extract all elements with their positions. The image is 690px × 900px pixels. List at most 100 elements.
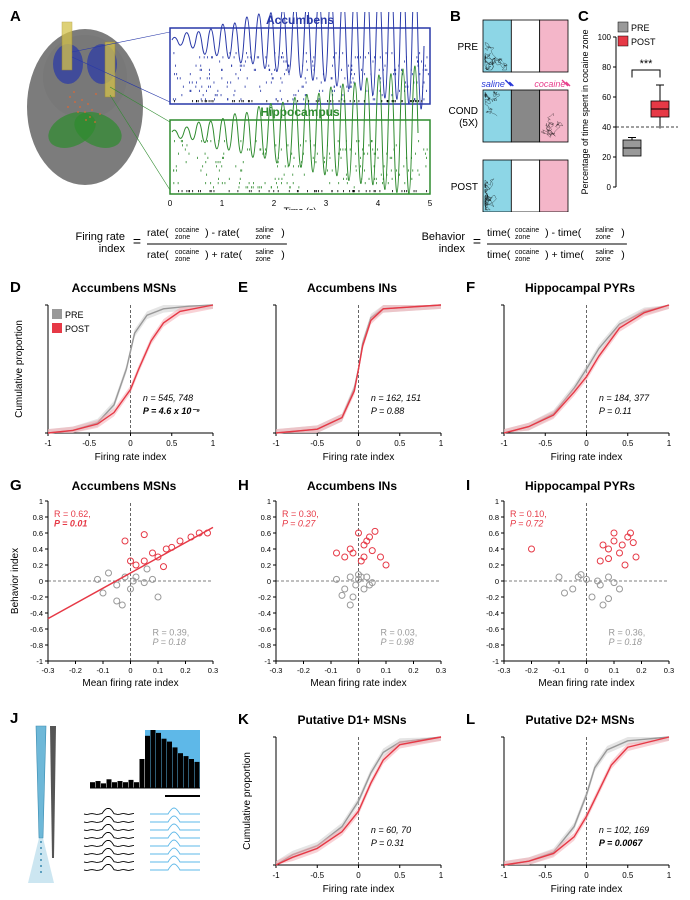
svg-text:0: 0	[356, 666, 360, 675]
panel-d-svg: DAccumbens MSNs-1-0.500.51Firing rate in…	[6, 278, 231, 463]
svg-text:3: 3	[324, 199, 329, 208]
svg-text:***: ***	[640, 58, 654, 70]
svg-text:zone: zone	[596, 234, 611, 241]
svg-text:cocaine: cocaine	[515, 249, 539, 256]
svg-text:-0.6: -0.6	[486, 625, 499, 634]
svg-text:n = 162, 151: n = 162, 151	[371, 393, 421, 403]
svg-text:0: 0	[128, 666, 132, 675]
svg-text:=: =	[473, 233, 481, 249]
svg-text:P = 0.88: P = 0.88	[371, 406, 404, 416]
svg-text:-0.2: -0.2	[297, 666, 310, 675]
svg-text:) - rate(: ) - rate(	[205, 227, 240, 239]
svg-text:0: 0	[584, 439, 589, 448]
svg-text:-0.4: -0.4	[486, 609, 499, 618]
svg-text:cocaine: cocaine	[515, 227, 539, 234]
svg-text:Accumbens MSNs: Accumbens MSNs	[72, 479, 177, 493]
svg-text:COND: COND	[449, 106, 478, 117]
svg-text:Cumulative proportion: Cumulative proportion	[14, 320, 25, 418]
svg-text:0: 0	[584, 871, 589, 880]
svg-text:0: 0	[495, 577, 499, 586]
svg-text:-0.1: -0.1	[97, 666, 110, 675]
svg-text:Accumbens INs: Accumbens INs	[307, 479, 397, 493]
svg-text:0.6: 0.6	[33, 529, 43, 538]
svg-text:R = 0.30,: R = 0.30,	[282, 509, 319, 519]
panel-j-svg	[12, 718, 222, 893]
svg-text:0.3: 0.3	[208, 666, 218, 675]
svg-text:P = 0.98: P = 0.98	[381, 637, 414, 647]
svg-text:-1: -1	[500, 871, 508, 880]
svg-text:P = 0.01: P = 0.01	[54, 519, 87, 529]
svg-text:-1: -1	[272, 439, 280, 448]
svg-text:Accumbens INs: Accumbens INs	[307, 281, 397, 295]
svg-text:0.5: 0.5	[622, 439, 634, 448]
svg-text:zone: zone	[256, 256, 271, 263]
svg-text:0.4: 0.4	[489, 545, 499, 554]
svg-text:Firing rate index: Firing rate index	[551, 452, 623, 463]
svg-text:): )	[281, 249, 285, 261]
svg-text:-0.4: -0.4	[258, 609, 271, 618]
svg-text:P = 0.18: P = 0.18	[609, 637, 642, 647]
svg-text:zone: zone	[515, 256, 530, 263]
svg-text:1: 1	[439, 439, 444, 448]
panel-a-svg: Accumbens Hippocampus 012345 Time (s)	[10, 12, 440, 210]
svg-text:index: index	[439, 243, 466, 255]
svg-text:n = 102, 169: n = 102, 169	[599, 825, 649, 835]
svg-text:n = 60, 70: n = 60, 70	[371, 825, 411, 835]
svg-text:0.8: 0.8	[261, 513, 271, 522]
svg-text:P = 0.72: P = 0.72	[510, 519, 543, 529]
svg-text:-0.5: -0.5	[538, 439, 552, 448]
svg-text:saline: saline	[256, 249, 274, 256]
svg-text:zone: zone	[175, 256, 190, 263]
svg-text:saline: saline	[256, 227, 274, 234]
svg-text:-0.8: -0.8	[258, 641, 271, 650]
svg-text:cocaine: cocaine	[534, 79, 565, 89]
svg-text:Putative D1+ MSNs: Putative D1+ MSNs	[297, 713, 406, 727]
svg-text:rate(: rate(	[147, 249, 169, 261]
svg-text:0.3: 0.3	[436, 666, 446, 675]
svg-text:(5X): (5X)	[459, 118, 478, 129]
svg-text:-1: -1	[272, 871, 280, 880]
svg-text:time(: time(	[487, 227, 511, 239]
svg-text:Hippocampal PYRs: Hippocampal PYRs	[525, 281, 635, 295]
svg-text:-0.5: -0.5	[310, 871, 324, 880]
svg-text:-0.5: -0.5	[310, 439, 324, 448]
svg-text:1: 1	[267, 497, 271, 506]
svg-text:L: L	[466, 711, 475, 728]
svg-text:0.5: 0.5	[394, 871, 406, 880]
svg-text:-1: -1	[492, 657, 499, 666]
svg-text:0.2: 0.2	[180, 666, 190, 675]
svg-text:0.4: 0.4	[33, 545, 43, 554]
svg-text:P = 0.18: P = 0.18	[153, 637, 186, 647]
svg-text:Behavior: Behavior	[422, 231, 466, 243]
svg-text:R = 0.03,: R = 0.03,	[381, 627, 418, 637]
svg-text:-1: -1	[36, 657, 43, 666]
svg-text:1: 1	[211, 439, 216, 448]
svg-text:-0.1: -0.1	[553, 666, 566, 675]
svg-text:POST: POST	[451, 182, 478, 193]
svg-text:time(: time(	[487, 249, 511, 261]
svg-text:Putative D2+ MSNs: Putative D2+ MSNs	[525, 713, 634, 727]
svg-text:): )	[281, 227, 285, 239]
svg-text:Firing rate index: Firing rate index	[95, 452, 167, 463]
svg-text:zone: zone	[515, 234, 530, 241]
svg-text:60: 60	[602, 93, 611, 102]
svg-text:-0.5: -0.5	[538, 871, 552, 880]
svg-text:): )	[621, 249, 625, 261]
svg-text:0: 0	[607, 183, 612, 192]
svg-text:) + rate(: ) + rate(	[205, 249, 243, 261]
svg-text:zone: zone	[596, 256, 611, 263]
svg-text:I: I	[466, 477, 470, 494]
svg-text:0: 0	[267, 577, 271, 586]
svg-text:0.3: 0.3	[664, 666, 674, 675]
svg-text:2: 2	[272, 199, 277, 208]
svg-text:H: H	[238, 477, 249, 494]
svg-text:1: 1	[439, 871, 444, 880]
svg-text:n = 545, 748: n = 545, 748	[143, 393, 193, 403]
svg-text:Mean firing rate index: Mean firing rate index	[538, 678, 634, 689]
svg-text:0.5: 0.5	[622, 871, 634, 880]
svg-text:0: 0	[39, 577, 43, 586]
svg-text:0.5: 0.5	[166, 439, 178, 448]
svg-text:-0.3: -0.3	[270, 666, 283, 675]
svg-text:G: G	[10, 477, 22, 494]
svg-text:20: 20	[602, 153, 611, 162]
